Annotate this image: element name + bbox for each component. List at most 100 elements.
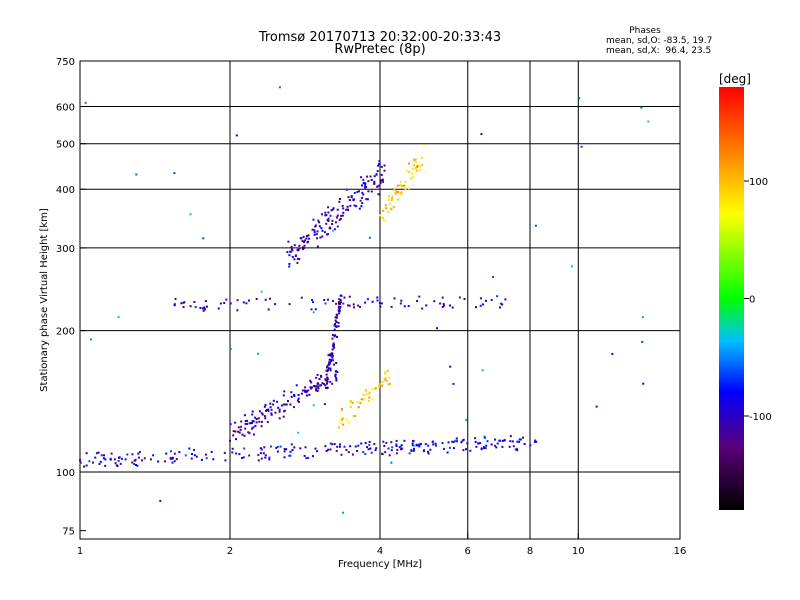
data-point: [376, 296, 379, 299]
data-point: [413, 444, 415, 447]
data-point: [480, 133, 483, 136]
data-point: [334, 221, 337, 224]
data-point: [373, 180, 376, 183]
data-point: [251, 427, 253, 430]
data-point: [384, 204, 387, 207]
data-point: [318, 378, 321, 380]
data-point: [443, 304, 446, 307]
data-point: [257, 459, 260, 462]
data-point: [359, 199, 362, 202]
data-point: [441, 442, 444, 445]
data-point: [346, 188, 348, 191]
data-point: [316, 373, 319, 376]
data-point: [244, 427, 247, 430]
data-point: [203, 306, 206, 309]
data-point: [360, 205, 363, 208]
data-point: [224, 459, 227, 462]
data-point: [381, 384, 384, 387]
data-point: [290, 391, 293, 394]
data-point: [84, 101, 87, 104]
data-point: [516, 440, 519, 443]
data-point: [329, 448, 332, 451]
data-point: [236, 309, 239, 312]
data-point: [354, 445, 357, 448]
data-point: [368, 399, 370, 402]
data-point: [331, 337, 334, 340]
data-point: [163, 460, 166, 463]
data-point: [347, 421, 350, 424]
data-point: [357, 406, 360, 409]
data-point: [326, 386, 329, 389]
x-tick-label: 10: [572, 546, 585, 557]
data-point: [382, 209, 385, 212]
data-point: [361, 196, 363, 199]
data-point: [337, 321, 340, 324]
series-group: [79, 435, 538, 468]
data-point: [641, 316, 644, 319]
data-point: [309, 386, 312, 389]
data-point: [400, 444, 403, 447]
data-point: [295, 254, 297, 257]
data-point: [243, 447, 246, 450]
scatter-points: [79, 86, 650, 514]
data-point: [352, 303, 355, 306]
data-point: [331, 348, 334, 351]
y-tick-label: 200: [56, 327, 75, 338]
data-point: [390, 461, 393, 464]
data-point: [173, 460, 176, 463]
data-point: [290, 248, 293, 251]
data-point: [409, 177, 412, 179]
data-point: [382, 180, 384, 183]
data-point: [331, 354, 334, 357]
chart-title: Tromsø 20170713 20:32:00-20:33:43: [258, 30, 501, 45]
data-point: [351, 453, 354, 456]
data-point: [376, 185, 379, 188]
data-point: [329, 214, 332, 217]
data-point: [436, 327, 438, 330]
colorbar-tick-label: 100: [749, 177, 768, 188]
data-point: [175, 458, 178, 461]
data-point: [421, 163, 424, 166]
data-point: [397, 191, 400, 193]
data-point: [341, 419, 343, 421]
data-point: [518, 438, 521, 441]
data-point: [412, 176, 415, 179]
data-point: [173, 452, 176, 455]
data-point: [413, 447, 415, 450]
data-point: [131, 453, 134, 456]
data-point: [260, 457, 263, 460]
data-point: [328, 358, 331, 361]
data-point: [484, 436, 487, 439]
data-point: [304, 386, 307, 389]
data-point: [326, 380, 329, 383]
data-point: [135, 173, 138, 176]
data-point: [362, 182, 365, 184]
data-point: [336, 445, 339, 448]
data-point: [384, 371, 387, 374]
data-point: [366, 446, 368, 449]
data-point: [348, 295, 351, 298]
data-point: [383, 445, 386, 447]
data-point: [283, 403, 285, 406]
data-point: [324, 211, 327, 214]
data-point: [314, 308, 317, 311]
data-point: [308, 237, 311, 240]
data-point: [500, 302, 503, 305]
data-point: [103, 454, 105, 457]
data-point: [332, 207, 335, 210]
data-point: [371, 398, 374, 401]
data-point: [235, 438, 237, 441]
data-point: [419, 164, 422, 167]
data-point: [486, 440, 489, 443]
data-point: [369, 447, 372, 450]
data-point: [334, 319, 337, 322]
data-point: [173, 172, 176, 175]
data-point: [312, 311, 315, 314]
data-point: [477, 442, 480, 445]
data-point: [377, 193, 380, 196]
data-point: [434, 442, 437, 445]
data-point: [336, 335, 338, 338]
data-point: [334, 316, 337, 319]
data-point: [360, 442, 363, 445]
data-point: [365, 198, 368, 201]
